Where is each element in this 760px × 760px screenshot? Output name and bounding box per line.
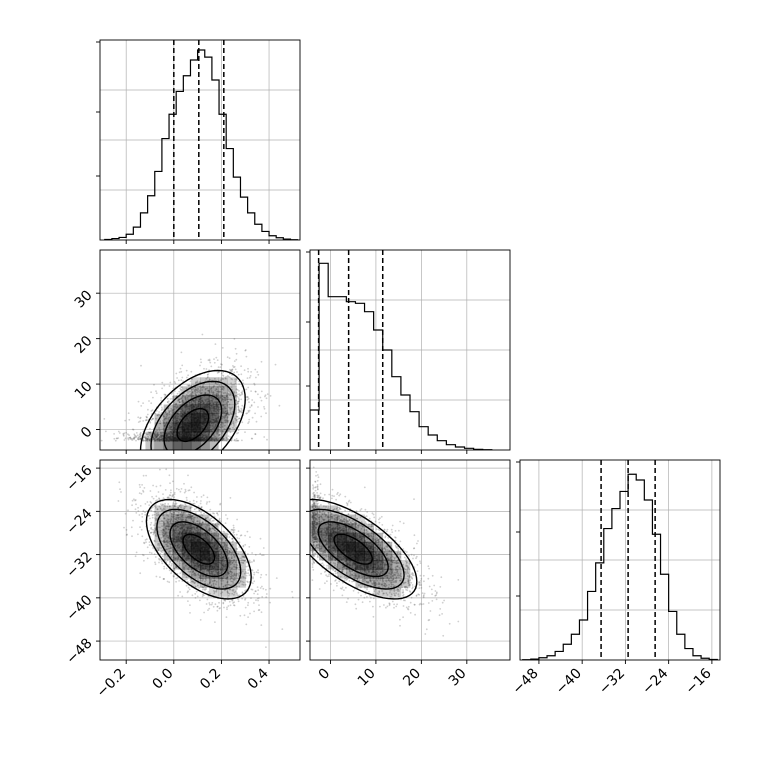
contour-line-3 [145,498,252,600]
contour-line-3 [139,369,246,450]
x-tick-label: 0.4 [245,665,272,692]
y-tick-label: 30 [72,288,96,312]
histogram-panel-2-frame [519,459,721,661]
joint-panel-0-2-frame [99,459,301,661]
histogram-panel-0-content [100,40,300,240]
joint-panel-0-1-content [100,250,300,450]
histogram-step [104,49,299,240]
joint-panel-0-2-content [100,460,300,660]
histogram-panel-2: −48 −40 −32 −24 −16 [510,459,721,698]
x-tick-label: −48 [510,666,542,698]
contour-line-1 [169,521,229,578]
joint-panel-0-1: 0 10 20 30 [72,249,301,454]
x-tick-label: −24 [639,665,671,697]
contour-line-1 [163,394,223,450]
y-tick-label: −48 [63,635,95,667]
x-tick-label: −16 [683,665,715,697]
histogram-step [522,473,718,660]
y-tick-label: −40 [63,592,95,624]
joint-panel-1-2: 0 10 20 30 [306,459,511,690]
x-tick-label: −40 [553,666,585,698]
x-tick-label: 10 [355,666,379,690]
contour-line-2 [150,380,236,450]
y-tick-label: 0 [78,424,96,442]
histogram-panel-1-frame [309,249,511,451]
contour-line-0 [182,533,216,565]
y-tick-label: −16 [63,462,95,494]
joint-panel-1-2-content [310,460,510,660]
x-tick-label: 30 [446,666,470,690]
histogram-panel-2-content [520,460,720,660]
histogram-step [310,262,493,450]
y-tick-label: −24 [63,506,95,538]
x-tick-label: 0.2 [197,666,224,693]
contour-line-0 [176,407,210,443]
y-tick-label: −32 [63,549,95,581]
joint-panel-1-2-frame [309,459,511,661]
histogram-panel-0-frame [99,39,301,241]
x-tick-label: −0.2 [94,666,129,701]
contour-line-2 [156,508,242,590]
y-tick-label: 10 [72,378,96,402]
y-tick-label: 20 [72,333,96,357]
contour-line-3 [310,498,418,600]
histogram-panel-0 [96,39,301,244]
contour-line-2 [310,508,405,590]
x-tick-label: 20 [400,666,424,690]
contour-line-0 [333,533,373,565]
histogram-panel-1-content [310,250,510,450]
x-tick-label: −32 [596,666,628,698]
contour-line-1 [317,521,389,578]
x-tick-label: 0 [316,666,334,684]
histogram-panel-1 [306,249,511,454]
joint-panel-0-2: −0.2 0.0 0.2 0.4 −48 −40 −32 −24 −16 [63,459,301,701]
joint-panel-0-1-frame [99,249,301,451]
x-tick-label: 0.0 [150,666,177,693]
